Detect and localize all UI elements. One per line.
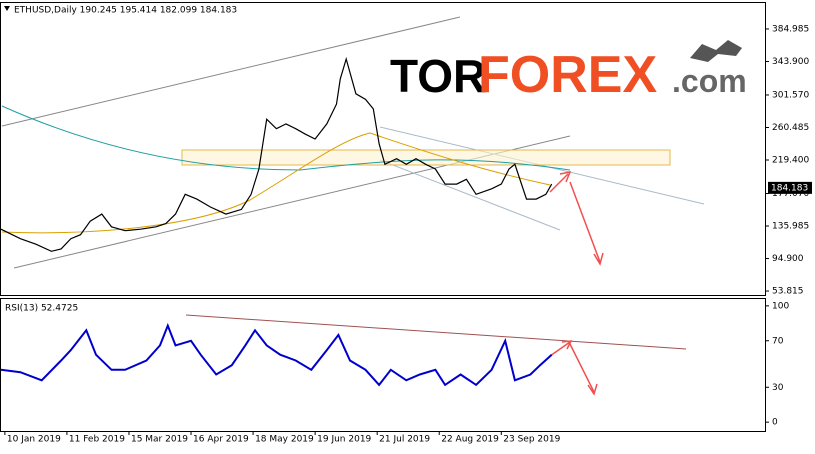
y-tick-label: 94.900	[772, 254, 804, 264]
rsi-panel	[0, 298, 766, 432]
price-panel	[0, 2, 766, 296]
x-tick-label: 21 Jul 2019	[379, 435, 430, 445]
last-price-box	[768, 181, 812, 194]
forecast-arrow	[549, 170, 604, 266]
ma-fast	[1, 132, 551, 234]
bull-icon	[690, 40, 742, 62]
y-tick-label: 343.900	[772, 57, 809, 67]
channel-upper	[1, 16, 461, 127]
chart-title: ETHUSD,Daily 190.245 195.414 182.099 184…	[14, 6, 237, 16]
rsi-arrow	[549, 340, 598, 396]
series-line	[0, 56, 553, 252]
x-tick-label: 18 May 2019	[255, 435, 314, 445]
watermark-com: .com	[672, 63, 747, 99]
rsi-trendline	[185, 314, 687, 350]
down-channel-lower	[379, 159, 561, 231]
resistance-zone	[181, 149, 671, 166]
y-tick-label: 219.400	[772, 155, 809, 165]
y-tick-label: 260.485	[772, 123, 809, 133]
x-tick-label: 19 Jun 2019	[317, 435, 371, 445]
x-tick-label: 15 Mar 2019	[131, 435, 188, 445]
last-price-label: 184.183	[771, 183, 808, 193]
rsi-title: RSI(13) 52.4725	[5, 304, 78, 314]
watermark-forex: FOREX	[478, 46, 657, 104]
y-tick-label: 53.815	[772, 287, 804, 297]
y-tick-label: 301.570	[772, 90, 809, 100]
x-tick-label: 22 Aug 2019	[441, 435, 499, 445]
x-tick-label: 23 Sep 2019	[503, 435, 560, 445]
y-tick-label: 70	[772, 336, 784, 346]
y-tick-label: 384.985	[772, 24, 809, 34]
watermark-tor: TOR	[390, 50, 486, 102]
y-tick-label: 177.070	[772, 189, 809, 199]
title-marker	[4, 6, 10, 11]
x-tick-label: 10 Jan 2019	[7, 435, 61, 445]
y-tick-label: 100	[772, 301, 789, 311]
y-tick-label: 135.985	[772, 222, 809, 232]
x-tick-label: 16 Apr 2019	[193, 435, 249, 445]
y-tick-label: 0	[772, 418, 778, 428]
x-tick-label: 11 Feb 2019	[69, 435, 125, 445]
ma-slow	[1, 105, 571, 171]
y-tick-label: 30	[772, 383, 784, 393]
series-line	[0, 322, 553, 387]
